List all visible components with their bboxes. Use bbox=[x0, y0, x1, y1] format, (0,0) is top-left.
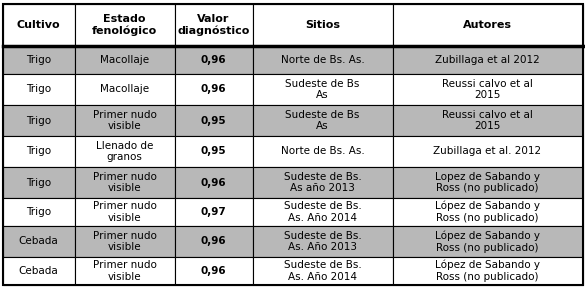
Bar bbox=[393, 167, 583, 198]
Text: 0,96: 0,96 bbox=[201, 266, 226, 276]
Text: Reussi calvo et al
2015: Reussi calvo et al 2015 bbox=[442, 110, 533, 131]
Text: Valor
diagnóstico: Valor diagnóstico bbox=[177, 14, 250, 36]
Text: Trigo: Trigo bbox=[26, 207, 51, 217]
Text: Sudeste de Bs
As: Sudeste de Bs As bbox=[285, 110, 360, 131]
Bar bbox=[2, 257, 74, 285]
Bar bbox=[74, 167, 174, 198]
Text: Autores: Autores bbox=[463, 20, 512, 30]
Bar bbox=[2, 74, 74, 105]
Bar bbox=[74, 136, 174, 167]
Bar bbox=[174, 105, 253, 136]
Bar bbox=[393, 46, 583, 74]
Text: 0,95: 0,95 bbox=[201, 116, 226, 126]
Bar bbox=[2, 198, 74, 226]
Text: Primer nudo
visible: Primer nudo visible bbox=[92, 260, 156, 282]
Bar bbox=[2, 136, 74, 167]
Bar bbox=[393, 257, 583, 285]
Bar bbox=[393, 226, 583, 257]
Text: Primer nudo
visible: Primer nudo visible bbox=[92, 231, 156, 252]
Bar bbox=[74, 4, 174, 46]
Bar bbox=[253, 105, 393, 136]
Text: Macollaje: Macollaje bbox=[100, 55, 149, 65]
Text: Trigo: Trigo bbox=[26, 55, 51, 65]
Text: Norte de Bs. As.: Norte de Bs. As. bbox=[281, 55, 364, 65]
Bar bbox=[74, 226, 174, 257]
Bar bbox=[2, 226, 74, 257]
Bar bbox=[253, 226, 393, 257]
Text: Trigo: Trigo bbox=[26, 116, 51, 126]
Bar bbox=[174, 226, 253, 257]
Text: Sudeste de Bs.
As. Año 2014: Sudeste de Bs. As. Año 2014 bbox=[284, 201, 362, 223]
Text: Trigo: Trigo bbox=[26, 84, 51, 95]
Text: Primer nudo
visible: Primer nudo visible bbox=[92, 110, 156, 131]
Bar bbox=[2, 167, 74, 198]
Text: Sudeste de Bs
As: Sudeste de Bs As bbox=[285, 79, 360, 100]
Bar bbox=[253, 74, 393, 105]
Bar bbox=[2, 4, 74, 46]
Bar bbox=[253, 167, 393, 198]
Text: Llenado de
granos: Llenado de granos bbox=[96, 141, 153, 162]
Text: Cebada: Cebada bbox=[19, 266, 58, 276]
Bar bbox=[174, 136, 253, 167]
Bar bbox=[253, 4, 393, 46]
Bar bbox=[74, 105, 174, 136]
Text: Cebada: Cebada bbox=[19, 237, 58, 246]
Bar bbox=[174, 198, 253, 226]
Text: Sudeste de Bs.
As. Año 2014: Sudeste de Bs. As. Año 2014 bbox=[284, 260, 362, 282]
Bar bbox=[74, 257, 174, 285]
Bar bbox=[393, 136, 583, 167]
Bar bbox=[253, 46, 393, 74]
Text: Sudeste de Bs.
As año 2013: Sudeste de Bs. As año 2013 bbox=[284, 172, 362, 193]
Text: Reussi calvo et al
2015: Reussi calvo et al 2015 bbox=[442, 79, 533, 100]
Bar bbox=[253, 257, 393, 285]
Text: Zubillaga et al. 2012: Zubillaga et al. 2012 bbox=[433, 147, 542, 157]
Bar bbox=[2, 105, 74, 136]
Text: Trigo: Trigo bbox=[26, 178, 51, 187]
Text: Norte de Bs. As.: Norte de Bs. As. bbox=[281, 147, 364, 157]
Bar bbox=[174, 74, 253, 105]
Text: 0,96: 0,96 bbox=[201, 237, 226, 246]
Text: Sitios: Sitios bbox=[305, 20, 340, 30]
Text: 0,95: 0,95 bbox=[201, 147, 226, 157]
Bar bbox=[74, 46, 174, 74]
Text: López de Sabando y
Ross (no publicado): López de Sabando y Ross (no publicado) bbox=[435, 230, 540, 253]
Text: Macollaje: Macollaje bbox=[100, 84, 149, 95]
Bar bbox=[174, 46, 253, 74]
Text: Cultivo: Cultivo bbox=[17, 20, 60, 30]
Text: Trigo: Trigo bbox=[26, 147, 51, 157]
Text: Estado
fenológico: Estado fenológico bbox=[92, 14, 157, 36]
Bar bbox=[74, 74, 174, 105]
Text: 0,96: 0,96 bbox=[201, 178, 226, 187]
Bar bbox=[253, 136, 393, 167]
Bar bbox=[393, 4, 583, 46]
Text: 0,96: 0,96 bbox=[201, 84, 226, 95]
Text: López de Sabando y
Ross (no publicado): López de Sabando y Ross (no publicado) bbox=[435, 201, 540, 223]
Bar bbox=[393, 74, 583, 105]
Text: Zubillaga et al 2012: Zubillaga et al 2012 bbox=[435, 55, 540, 65]
Text: Sudeste de Bs.
As. Año 2013: Sudeste de Bs. As. Año 2013 bbox=[284, 231, 362, 252]
Text: Lopez de Sabando y
Ross (no publicado): Lopez de Sabando y Ross (no publicado) bbox=[435, 172, 540, 193]
Text: López de Sabando y
Ross (no publicado): López de Sabando y Ross (no publicado) bbox=[435, 260, 540, 282]
Bar bbox=[393, 198, 583, 226]
Bar bbox=[2, 46, 74, 74]
Text: 0,96: 0,96 bbox=[201, 55, 226, 65]
Bar bbox=[174, 167, 253, 198]
Text: 0,97: 0,97 bbox=[201, 207, 226, 217]
Bar bbox=[253, 198, 393, 226]
Text: Primer nudo
visible: Primer nudo visible bbox=[92, 172, 156, 193]
Text: Primer nudo
visible: Primer nudo visible bbox=[92, 201, 156, 223]
Bar bbox=[74, 198, 174, 226]
Bar bbox=[174, 257, 253, 285]
Bar bbox=[393, 105, 583, 136]
Bar bbox=[174, 4, 253, 46]
